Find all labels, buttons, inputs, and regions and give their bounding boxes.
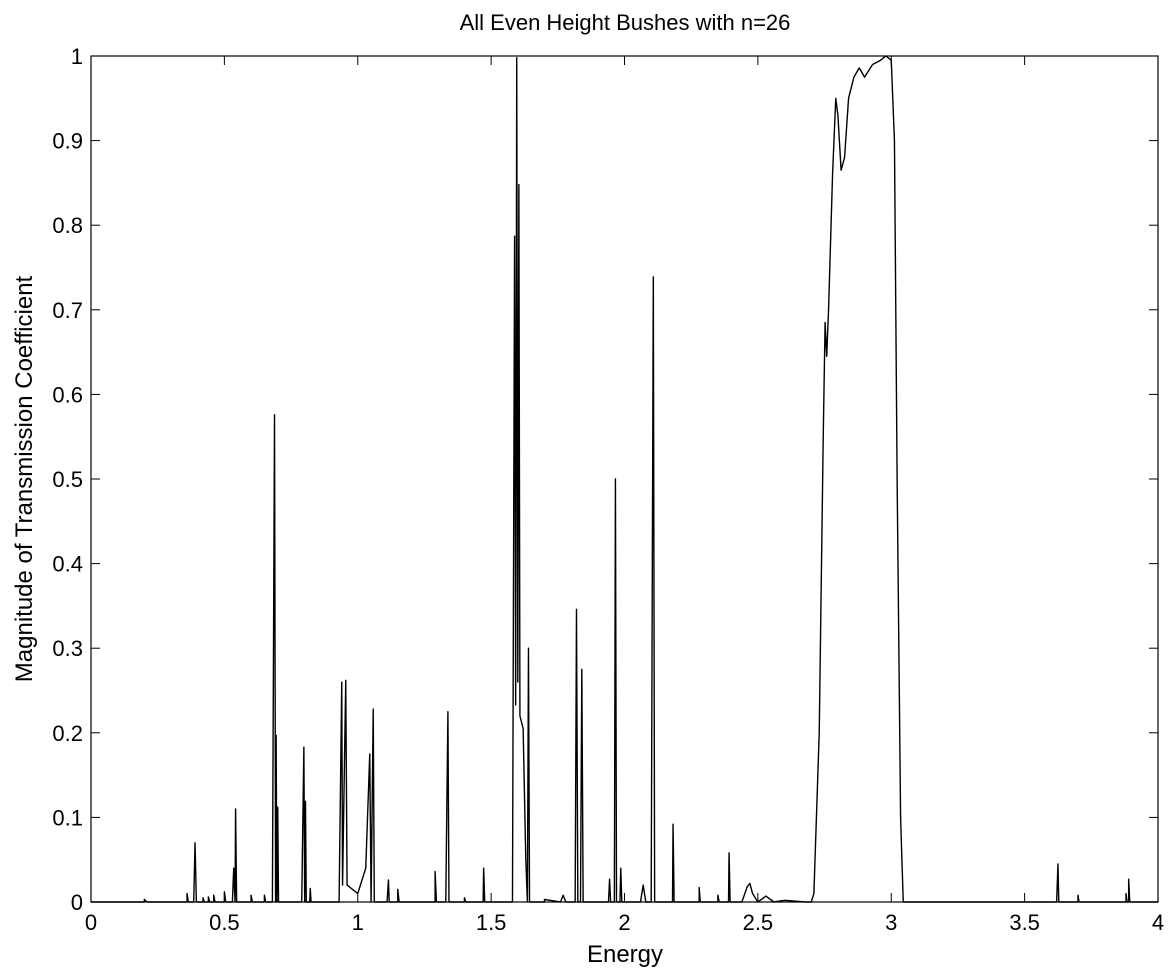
y-tick-label: 0.4: [52, 552, 83, 577]
y-axis-label: Magnitude of Transmission Coefficient: [11, 275, 38, 682]
x-axis: 0 0.5 1 1.5 2 2.5 3 3.5 4: [85, 56, 1164, 935]
x-axis-label: Energy: [587, 941, 663, 968]
y-tick-label: 0.3: [52, 636, 83, 661]
y-tick-label: 0.2: [52, 721, 83, 746]
y-tick-label: 0.7: [52, 298, 83, 323]
y-tick-label: 0.5: [52, 467, 83, 492]
y-tick-label: 0.8: [52, 213, 83, 238]
y-tick-label: 0.6: [52, 382, 83, 407]
x-tick-label: 4: [1152, 910, 1164, 935]
x-tick-label: 2: [618, 910, 630, 935]
plot-frame: [90, 55, 1159, 903]
transmission-series-line: [91, 55, 1158, 903]
x-tick-label: 1.5: [476, 910, 507, 935]
y-axis: 0 0.1 0.2 0.3 0.4 0.5 0.6 0.7 0.8 0.9 1: [52, 44, 1158, 915]
chart-title: All Even Height Bushes with n=26: [460, 10, 791, 35]
x-tick-label: 1: [352, 910, 364, 935]
y-tick-label: 0: [71, 890, 83, 915]
y-tick-label: 0.9: [52, 129, 83, 154]
x-tick-label: 3: [885, 910, 897, 935]
x-tick-label: 3.5: [1009, 910, 1040, 935]
x-tick-label: 2.5: [743, 910, 774, 935]
x-tick-label: 0.5: [209, 910, 240, 935]
y-tick-label: 0.1: [52, 805, 83, 830]
y-tick-label: 1: [71, 44, 83, 69]
x-tick-label: 0: [85, 910, 97, 935]
